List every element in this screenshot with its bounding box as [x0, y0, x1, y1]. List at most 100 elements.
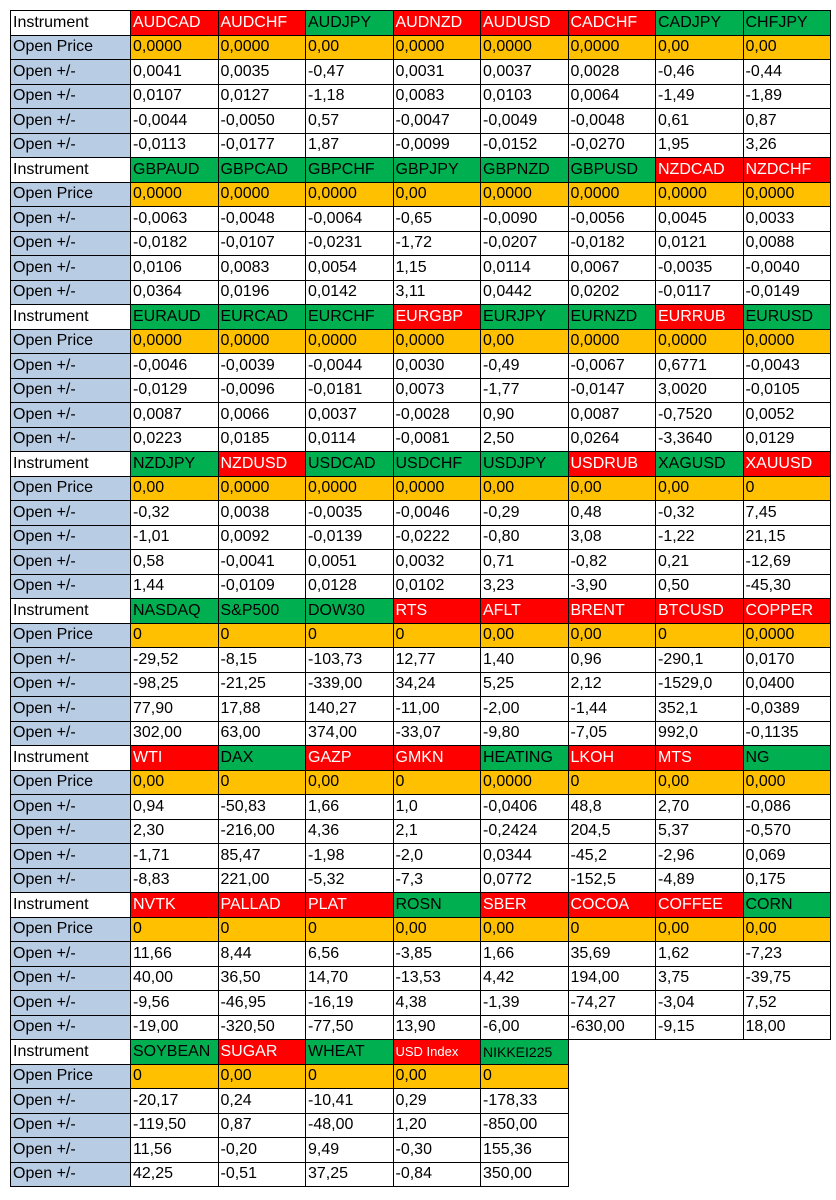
- open-price-row: Open Price 0 0,00 0 0,00 0: [10, 1063, 831, 1089]
- open-price-value: 0,0000: [567, 181, 656, 207]
- open-delta-value: 0,94: [130, 794, 219, 820]
- open-delta-value: 1,66: [480, 941, 569, 967]
- instrument-name: NG: [742, 745, 831, 771]
- open-price-value: 0,00: [480, 328, 569, 354]
- open-delta-value: -39,75: [742, 965, 831, 991]
- open-delta-value: 2,12: [567, 671, 656, 697]
- open-price-value: 0,00: [655, 916, 744, 942]
- open-delta-label: Open +/-: [10, 206, 131, 232]
- open-delta-value: 0,0114: [480, 255, 569, 281]
- open-delta-value: 0,57: [305, 108, 394, 134]
- open-delta-value: -10,41: [305, 1088, 394, 1114]
- open-delta-value: -0,84: [392, 1161, 481, 1187]
- empty-cell: [655, 1162, 743, 1187]
- instrument-name: CHFJPY: [742, 10, 831, 36]
- open-delta-value: 0,6771: [655, 353, 744, 379]
- open-delta-row: Open +/- -20,17 0,24 -10,41 0,29 -178,33: [10, 1088, 831, 1114]
- open-delta-label: Open +/-: [10, 1112, 131, 1138]
- open-delta-value: -16,19: [305, 990, 394, 1016]
- open-delta-value: -0,80: [480, 524, 569, 550]
- open-delta-value: 42,25: [130, 1161, 219, 1187]
- quotes-table-body: Instrument AUDCAD AUDCHF AUDJPY AUDNZD AUDUSD…: [10, 10, 831, 1187]
- open-delta-value: -48,00: [305, 1112, 394, 1138]
- open-delta-value: -20,17: [130, 1088, 219, 1114]
- open-delta-value: 40,00: [130, 965, 219, 991]
- open-delta-value: -4,89: [655, 867, 744, 893]
- open-delta-value: -0,0149: [742, 279, 831, 305]
- open-delta-value: 1,40: [480, 647, 569, 673]
- open-price-row: Open Price 0,0000 0,0000 0,0000 0,0000 0,00 0,…: [10, 328, 831, 354]
- open-delta-value: -7,3: [392, 867, 481, 893]
- open-delta-row: Open +/- 0,0041 0,0035 -0,47 0,0031 0,0037 0,0…: [10, 59, 831, 85]
- open-price-value: 0,00: [655, 475, 744, 501]
- open-price-value: 0,0000: [217, 34, 306, 60]
- open-delta-value: 3,0020: [655, 377, 744, 403]
- open-delta-value: -0,0064: [305, 206, 394, 232]
- open-delta-value: -290,1: [655, 647, 744, 673]
- instrument-name: EURCHF: [305, 304, 394, 330]
- open-delta-value: 37,25: [305, 1161, 394, 1187]
- open-delta-value: -0,0406: [480, 794, 569, 820]
- open-price-value: 0,0000: [217, 181, 306, 207]
- instrument-name: SOYBEAN: [130, 1039, 219, 1065]
- open-delta-value: -5,32: [305, 867, 394, 893]
- open-delta-value: 0,0092: [217, 524, 306, 550]
- instrument-label: Instrument: [10, 892, 131, 918]
- open-delta-value: 1,0: [392, 794, 481, 820]
- instrument-name: COFFEE: [655, 892, 744, 918]
- open-delta-value: 0,0264: [567, 426, 656, 452]
- open-price-value: 0: [392, 769, 481, 795]
- open-delta-value: -178,33: [480, 1088, 569, 1114]
- open-delta-value: -0,0207: [480, 230, 569, 256]
- open-delta-label: Open +/-: [10, 696, 131, 722]
- open-delta-row: Open +/- -1,01 0,0092 -0,0139 -0,0222 -0,80 3,…: [10, 524, 831, 550]
- open-price-value: 0: [217, 769, 306, 795]
- open-delta-value: 0,48: [567, 500, 656, 526]
- instrument-row: Instrument NASDAQ S&P500 DOW30 RTS AFLT BRENT B…: [10, 598, 831, 624]
- open-price-value: 0,00: [742, 916, 831, 942]
- instrument-name: EURNZD: [567, 304, 656, 330]
- open-price-row: Open Price 0,00 0 0,00 0 0,0000 0 0,00 0,000: [10, 769, 831, 795]
- open-delta-value: -1,18: [305, 83, 394, 109]
- open-delta-value: -1,22: [655, 524, 744, 550]
- open-delta-value: 0,0087: [567, 402, 656, 428]
- open-delta-value: 0,90: [480, 402, 569, 428]
- open-price-value: 0: [217, 622, 306, 648]
- instrument-row: Instrument GBPAUD GBPCAD GBPCHF GBPJPY GBPNZD…: [10, 157, 831, 183]
- open-delta-row: Open +/- 1,44 -0,0109 0,0128 0,0102 3,23 -3,90…: [10, 573, 831, 599]
- open-delta-value: -3,3640: [655, 426, 744, 452]
- open-delta-value: -0,0096: [217, 377, 306, 403]
- open-delta-label: Open +/-: [10, 843, 131, 869]
- open-price-value: 0,0000: [742, 622, 831, 648]
- open-delta-value: 21,15: [742, 524, 831, 550]
- open-delta-value: -0,0044: [130, 108, 219, 134]
- instrument-name: NIKKEI225: [480, 1039, 569, 1065]
- open-price-value: 0,0000: [655, 181, 744, 207]
- open-delta-value: 140,27: [305, 696, 394, 722]
- open-delta-value: -2,0: [392, 843, 481, 869]
- instrument-name: HEATING: [480, 745, 569, 771]
- instrument-row: Instrument AUDCAD AUDCHF AUDJPY AUDNZD AUDUSD…: [10, 10, 831, 36]
- open-delta-value: 3,26: [742, 132, 831, 158]
- open-price-value: 0: [655, 622, 744, 648]
- instrument-name: AUDCAD: [130, 10, 219, 36]
- open-delta-value: -1,77: [480, 377, 569, 403]
- open-delta-value: -46,95: [217, 990, 306, 1016]
- open-delta-row: Open +/- -29,52 -8,15 -103,73 12,77 1,40 0,96-…: [10, 647, 831, 673]
- open-delta-value: -103,73: [305, 647, 394, 673]
- open-delta-value: -0,65: [392, 206, 481, 232]
- empty-cell: [743, 1064, 831, 1089]
- open-price-value: 0,000: [742, 769, 831, 795]
- open-delta-value: 0,50: [655, 573, 744, 599]
- open-delta-label: Open +/-: [10, 1014, 131, 1040]
- open-delta-row: Open +/- -98,25 -21,25 -339,00 34,24 5,25 2,12…: [10, 671, 831, 697]
- open-delta-value: -0,51: [217, 1161, 306, 1187]
- open-delta-value: 0,0107: [130, 83, 219, 109]
- open-delta-row: Open +/- 0,0087 0,0066 0,0037 -0,0028 0,90 0,0…: [10, 402, 831, 428]
- open-delta-value: 5,25: [480, 671, 569, 697]
- open-delta-value: -12,69: [742, 549, 831, 575]
- open-price-value: 0: [130, 916, 219, 942]
- open-delta-value: -1,89: [742, 83, 831, 109]
- open-delta-row: Open +/- 0,0364 0,0196 0,0142 3,11 0,0442 0,02…: [10, 279, 831, 305]
- open-price-label: Open Price: [10, 34, 131, 60]
